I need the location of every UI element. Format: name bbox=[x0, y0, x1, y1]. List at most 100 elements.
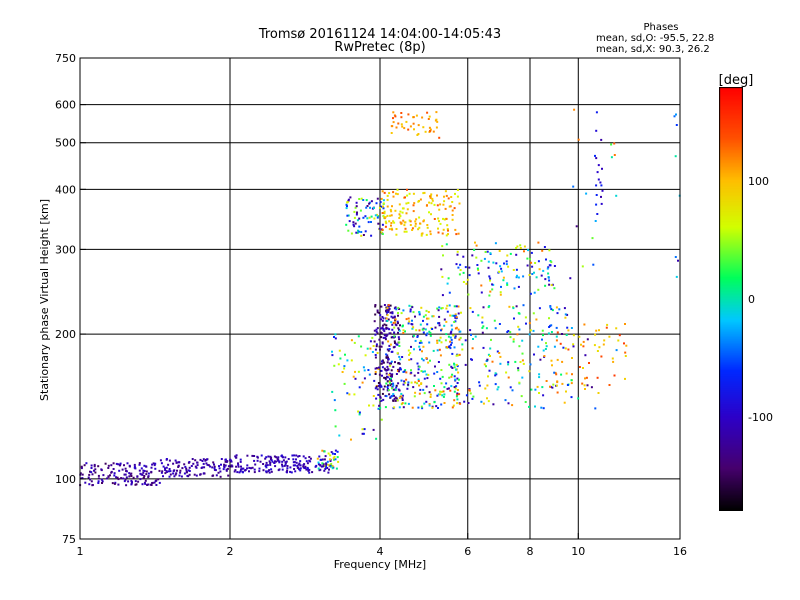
data-point bbox=[433, 385, 435, 387]
data-point bbox=[385, 353, 388, 356]
data-point bbox=[395, 384, 398, 387]
data-point bbox=[600, 184, 603, 187]
data-point bbox=[570, 379, 573, 382]
data-point bbox=[522, 304, 525, 307]
data-point bbox=[379, 407, 382, 410]
data-point bbox=[384, 220, 387, 223]
data-point bbox=[396, 320, 399, 323]
data-point bbox=[443, 324, 446, 327]
data-point bbox=[358, 198, 361, 200]
data-point bbox=[593, 344, 596, 347]
data-point bbox=[374, 348, 377, 351]
data-point bbox=[456, 382, 459, 384]
data-point bbox=[380, 197, 383, 200]
data-point bbox=[402, 332, 405, 334]
data-point bbox=[477, 314, 480, 317]
data-point bbox=[405, 120, 408, 123]
data-point bbox=[578, 335, 581, 338]
data-point bbox=[418, 341, 421, 344]
data-point bbox=[264, 457, 267, 460]
data-point bbox=[468, 389, 471, 392]
data-point bbox=[517, 369, 520, 372]
data-point bbox=[237, 463, 240, 466]
data-point bbox=[420, 341, 423, 344]
data-point bbox=[131, 481, 133, 484]
data-point bbox=[172, 472, 175, 475]
phase-statistics: Phases mean, sd,O: -95.5, 22.8 mean, sd,… bbox=[596, 22, 726, 55]
data-point bbox=[454, 320, 457, 323]
data-point bbox=[393, 221, 396, 224]
data-point bbox=[220, 458, 223, 460]
data-point bbox=[449, 336, 452, 339]
data-point bbox=[524, 401, 527, 403]
data-point bbox=[436, 194, 438, 197]
data-point bbox=[246, 464, 249, 467]
data-point bbox=[285, 471, 288, 473]
data-point bbox=[378, 345, 381, 348]
data-point bbox=[179, 469, 182, 472]
data-point bbox=[318, 455, 321, 458]
data-point bbox=[392, 321, 395, 324]
data-point bbox=[377, 407, 380, 410]
data-point bbox=[405, 371, 408, 374]
data-point bbox=[304, 457, 307, 460]
data-point bbox=[411, 319, 413, 322]
data-point bbox=[448, 205, 451, 208]
data-point bbox=[526, 257, 529, 260]
data-point bbox=[209, 465, 212, 468]
data-point bbox=[125, 484, 128, 487]
data-point bbox=[94, 471, 97, 474]
data-point bbox=[675, 124, 678, 126]
data-point bbox=[485, 327, 488, 330]
data-point bbox=[509, 386, 512, 389]
data-point bbox=[435, 405, 438, 408]
data-point bbox=[377, 382, 380, 384]
data-point bbox=[506, 254, 509, 257]
data-point bbox=[584, 377, 586, 380]
data-point bbox=[381, 366, 384, 369]
data-point bbox=[397, 314, 399, 317]
data-point bbox=[275, 460, 277, 463]
data-point bbox=[399, 324, 401, 327]
data-point bbox=[553, 265, 556, 267]
data-point bbox=[281, 460, 284, 463]
data-point bbox=[388, 362, 391, 365]
data-point bbox=[451, 406, 454, 409]
data-point bbox=[114, 481, 117, 484]
data-point bbox=[417, 380, 420, 382]
data-point bbox=[545, 345, 548, 348]
data-point bbox=[403, 380, 406, 383]
data-point bbox=[450, 365, 453, 368]
data-point bbox=[453, 321, 456, 323]
data-point bbox=[320, 465, 323, 468]
data-point bbox=[425, 309, 428, 312]
data-point bbox=[379, 398, 381, 401]
data-point bbox=[361, 432, 364, 435]
data-point bbox=[188, 461, 191, 463]
data-point bbox=[79, 472, 82, 475]
data-point bbox=[486, 358, 489, 361]
data-point bbox=[588, 362, 590, 364]
data-point bbox=[398, 338, 401, 341]
data-point bbox=[418, 365, 421, 368]
data-point bbox=[555, 306, 558, 309]
data-point bbox=[454, 228, 457, 231]
data-point bbox=[489, 252, 492, 255]
data-point bbox=[561, 333, 563, 335]
data-point bbox=[356, 231, 359, 234]
data-point bbox=[519, 247, 522, 249]
data-point bbox=[336, 450, 339, 453]
data-point bbox=[80, 467, 83, 470]
data-point bbox=[419, 388, 422, 391]
data-point bbox=[390, 132, 393, 134]
data-point bbox=[549, 324, 552, 327]
data-point bbox=[214, 469, 217, 472]
data-point bbox=[109, 474, 111, 477]
data-point bbox=[446, 228, 449, 231]
data-point bbox=[391, 375, 393, 378]
data-point bbox=[488, 275, 491, 278]
data-point bbox=[482, 346, 485, 349]
data-point bbox=[382, 398, 385, 401]
data-point bbox=[363, 369, 366, 372]
data-point bbox=[97, 474, 100, 477]
